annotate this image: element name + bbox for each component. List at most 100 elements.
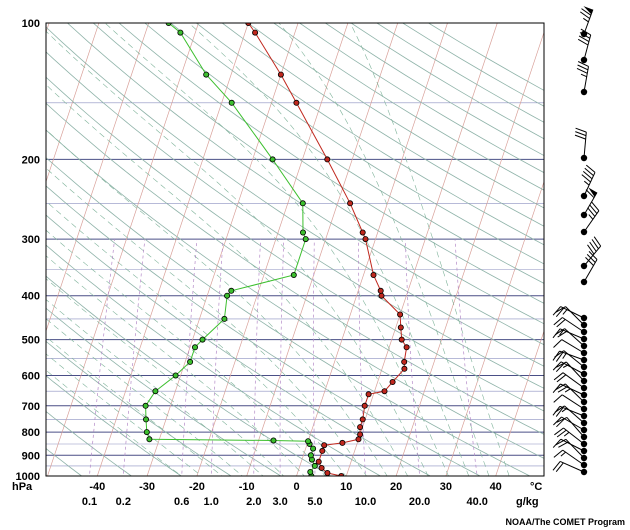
temperature-profile-point <box>401 358 408 365</box>
moist-adiabat <box>46 369 182 476</box>
dewpoint-profile-point <box>311 462 318 469</box>
temperature-tick-label: 0 <box>293 481 299 493</box>
pressure-tick-label: 800 <box>22 427 40 439</box>
dry-adiabat <box>46 76 544 412</box>
moist-adiabat <box>46 336 223 476</box>
wind-barbs <box>552 6 602 476</box>
temperature-profile-point <box>403 344 410 351</box>
dewpoint-profile-point <box>305 438 312 445</box>
temperature-profile-point <box>377 287 384 294</box>
dewpoint-profile-point <box>310 445 317 452</box>
dewpoint-profile-point <box>269 156 276 163</box>
temperature-profile-line <box>247 23 408 476</box>
wind-barb <box>580 201 600 236</box>
wind-barb <box>580 164 596 200</box>
wind-barb <box>554 328 588 350</box>
wind-barb <box>554 350 588 371</box>
temperature-profile-point <box>347 200 354 207</box>
moist-adiabat <box>46 229 326 476</box>
temperature-unit-label: °C <box>530 481 542 493</box>
wind-barb <box>553 449 588 469</box>
mixing-ratio-tick-label: 0.6 <box>174 496 189 508</box>
dry-adiabat <box>46 102 544 435</box>
profiles <box>142 23 410 476</box>
wind-barb <box>556 416 588 441</box>
dewpoint-profile-point <box>302 236 309 243</box>
dry-adiabat <box>144 23 544 284</box>
wind-barb <box>552 438 588 455</box>
mixing-ratio-line <box>181 239 198 476</box>
isotherm-line <box>395 31 544 476</box>
dry-adiabat <box>118 23 544 304</box>
dry-adiabat <box>46 185 481 476</box>
dry-adiabat <box>92 23 544 325</box>
temperature-profile-point <box>397 324 404 331</box>
dry-adiabat <box>46 157 531 476</box>
mixing-ratio-line <box>312 239 316 476</box>
moist-adiabat <box>46 299 264 476</box>
dewpoint-profile-point <box>203 71 210 78</box>
wind-barb <box>577 28 592 64</box>
dry-adiabat <box>46 214 432 476</box>
mixing-ratio-line <box>279 239 285 476</box>
dry-adiabat <box>46 448 83 476</box>
wind-barb <box>553 339 588 357</box>
credit-text: NOAA/The COMET Program <box>505 517 625 527</box>
dewpoint-profile-point <box>270 437 277 444</box>
moist-adiabat <box>46 200 347 476</box>
wind-barb <box>553 372 588 392</box>
moist-adiabat <box>46 255 305 476</box>
temperature-profile-point <box>315 458 322 465</box>
mixing-ratio-unit-label: g/kg <box>516 496 539 508</box>
temperature-profile-point <box>245 23 252 26</box>
dewpoint-profile-point <box>142 416 149 423</box>
moist-adiabat <box>46 167 367 476</box>
temperature-profile-point <box>362 236 369 243</box>
wind-barb <box>555 438 588 462</box>
wind-barb <box>576 61 589 96</box>
wind-barb <box>552 383 588 399</box>
temperature-tick-label: 40 <box>490 481 502 493</box>
temperature-profile-point <box>359 416 366 423</box>
temperature-profile-point <box>339 439 346 446</box>
dry-adiabat <box>46 375 182 476</box>
wind-barb <box>553 394 588 413</box>
dewpoint-profile-point <box>191 344 198 351</box>
isotherm-line <box>495 329 544 476</box>
wind-barb <box>555 361 588 385</box>
moist-adiabat <box>46 353 203 476</box>
dewpoint-profile-point <box>143 429 150 436</box>
temperature-profile-point <box>324 156 331 163</box>
mixing-ratio-tick-label: 10.0 <box>355 496 376 508</box>
temperature-tick-label: -40 <box>89 481 105 493</box>
moist-adiabat <box>278 23 490 476</box>
temperature-tick-label: 10 <box>340 481 352 493</box>
isotherm-line <box>445 180 544 476</box>
wind-barb <box>555 383 588 406</box>
wind-barb <box>580 236 602 270</box>
isotherm-line <box>46 23 100 183</box>
dewpoint-profile-point <box>172 372 179 379</box>
moist-adiabat <box>46 84 408 476</box>
dewpoint-profile-point <box>221 315 228 322</box>
pressure-tick-label: 200 <box>22 154 40 166</box>
pressure-tick-label: 700 <box>22 401 40 413</box>
dewpoint-profile-point <box>187 358 194 365</box>
temperature-tick-label: -10 <box>239 481 255 493</box>
temperature-tick-label: 20 <box>390 481 402 493</box>
dewpoint-profile-point <box>228 287 235 294</box>
temperature-profile-point <box>359 229 366 236</box>
temperature-profile-point <box>397 311 404 318</box>
dewpoint-profile-point <box>299 200 306 207</box>
dry-adiabat <box>46 129 544 459</box>
isotherm-line <box>345 23 498 476</box>
dry-adiabat <box>46 244 382 476</box>
dry-adiabat <box>46 307 282 476</box>
temperature-tick-label: 30 <box>440 481 452 493</box>
isotherm-line <box>46 23 150 333</box>
mixing-ratio-tick-label: 40.0 <box>466 496 487 508</box>
wind-barb <box>552 405 588 420</box>
mixing-ratio-tick-label: 2.0 <box>246 496 261 508</box>
